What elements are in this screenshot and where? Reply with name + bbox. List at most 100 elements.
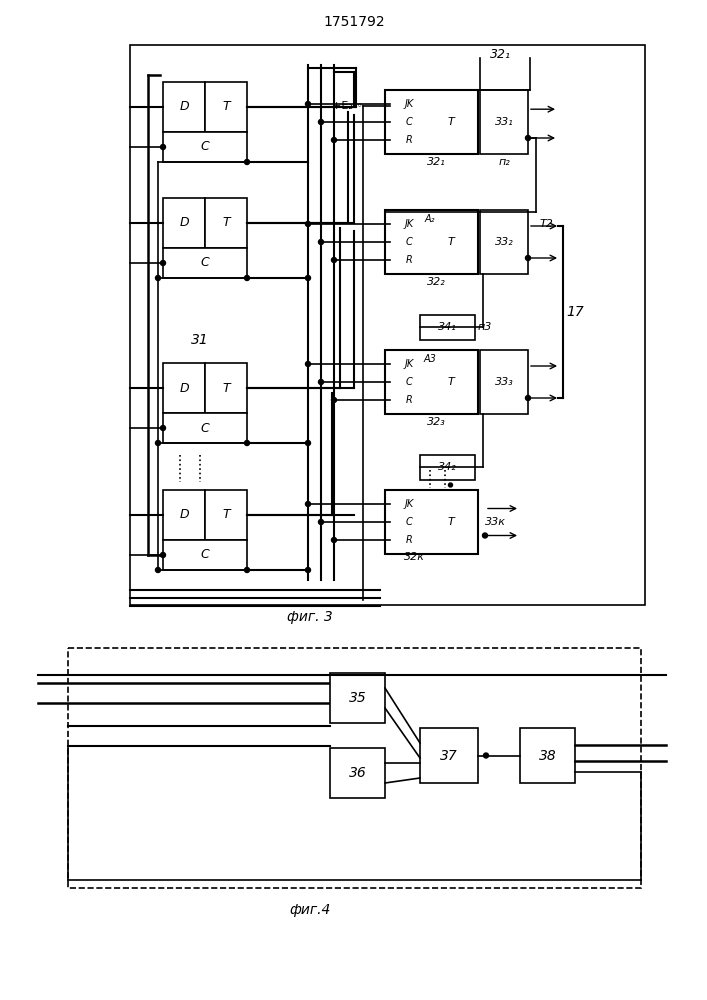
Bar xyxy=(428,215,473,269)
Bar xyxy=(420,315,475,340)
Text: T: T xyxy=(447,377,454,387)
Text: JK: JK xyxy=(404,359,414,369)
Bar xyxy=(390,215,428,233)
Circle shape xyxy=(156,568,160,572)
Text: фиг.4: фиг.4 xyxy=(289,903,331,917)
Bar xyxy=(390,495,428,513)
Text: C: C xyxy=(201,256,209,269)
Circle shape xyxy=(332,538,337,542)
Bar xyxy=(390,391,428,409)
Bar xyxy=(480,350,528,414)
Text: 17: 17 xyxy=(566,305,584,319)
Circle shape xyxy=(332,397,337,402)
Bar xyxy=(330,748,385,798)
Text: C: C xyxy=(406,237,412,247)
Circle shape xyxy=(160,552,165,558)
Bar xyxy=(480,90,528,154)
Circle shape xyxy=(318,379,324,384)
Bar xyxy=(520,728,575,783)
Text: T: T xyxy=(447,517,454,527)
Circle shape xyxy=(318,520,324,524)
Text: 1751792: 1751792 xyxy=(323,15,385,29)
Circle shape xyxy=(305,222,310,227)
Bar xyxy=(390,131,428,149)
Bar xyxy=(163,248,247,278)
Bar xyxy=(428,95,473,149)
Text: 32к: 32к xyxy=(404,552,424,562)
Bar xyxy=(390,373,428,391)
Bar xyxy=(163,363,205,413)
Text: 36: 36 xyxy=(349,766,366,780)
Circle shape xyxy=(305,361,310,366)
Text: 33к: 33к xyxy=(484,517,506,527)
Circle shape xyxy=(160,426,165,430)
Text: T: T xyxy=(222,101,230,113)
Text: T: T xyxy=(222,381,230,394)
Text: JK: JK xyxy=(404,499,414,509)
Bar xyxy=(390,355,428,373)
Circle shape xyxy=(245,275,250,280)
Text: 33₂: 33₂ xyxy=(495,237,513,247)
Text: C: C xyxy=(201,548,209,562)
Text: +E₂ ◦: +E₂ ◦ xyxy=(332,101,363,111)
Text: 38: 38 xyxy=(539,748,556,762)
Text: JK: JK xyxy=(404,219,414,229)
Circle shape xyxy=(484,753,489,758)
Text: R: R xyxy=(406,395,412,405)
Bar xyxy=(205,198,247,248)
Circle shape xyxy=(305,568,310,572)
Bar xyxy=(390,251,428,269)
Bar xyxy=(163,490,205,540)
Text: 32₁: 32₁ xyxy=(427,157,446,167)
Circle shape xyxy=(156,275,160,280)
Circle shape xyxy=(160,260,165,265)
Bar xyxy=(428,355,473,409)
Text: T: T xyxy=(447,237,454,247)
Circle shape xyxy=(318,119,324,124)
Bar xyxy=(330,673,385,723)
Bar xyxy=(163,413,247,443)
Text: D: D xyxy=(179,381,189,394)
Circle shape xyxy=(482,533,488,538)
Bar xyxy=(205,363,247,413)
Text: п3: п3 xyxy=(478,322,492,332)
Circle shape xyxy=(318,239,324,244)
Text: T: T xyxy=(222,508,230,522)
Text: 34₂: 34₂ xyxy=(438,462,457,472)
Circle shape xyxy=(245,568,250,572)
Text: фиг. 3: фиг. 3 xyxy=(287,610,333,624)
Text: R: R xyxy=(406,255,412,265)
Text: 32₂: 32₂ xyxy=(427,277,446,287)
Bar xyxy=(390,113,428,131)
Bar xyxy=(385,210,478,274)
Bar xyxy=(480,210,528,274)
Text: JK: JK xyxy=(404,99,414,109)
Text: C: C xyxy=(406,377,412,387)
Circle shape xyxy=(156,440,160,446)
Text: R: R xyxy=(406,535,412,545)
Circle shape xyxy=(245,159,250,164)
Bar xyxy=(163,82,205,132)
Text: C: C xyxy=(406,517,412,527)
Circle shape xyxy=(305,502,310,506)
Text: 32₃: 32₃ xyxy=(427,417,446,427)
Text: 33₁: 33₁ xyxy=(495,117,513,127)
Bar xyxy=(390,531,428,549)
Bar xyxy=(390,233,428,251)
Bar xyxy=(420,455,475,480)
Circle shape xyxy=(245,440,250,446)
Bar xyxy=(385,90,478,154)
Text: R: R xyxy=(406,135,412,145)
Bar xyxy=(130,45,645,605)
Bar xyxy=(68,648,641,888)
Text: C: C xyxy=(201,140,209,153)
Text: 33₃: 33₃ xyxy=(495,377,513,387)
Circle shape xyxy=(160,144,165,149)
Circle shape xyxy=(525,255,530,260)
Circle shape xyxy=(332,137,337,142)
Text: A₂: A₂ xyxy=(425,214,436,224)
Bar xyxy=(163,132,247,162)
Text: 37: 37 xyxy=(440,748,458,762)
Text: C: C xyxy=(201,422,209,434)
Text: 32₁: 32₁ xyxy=(489,48,510,62)
